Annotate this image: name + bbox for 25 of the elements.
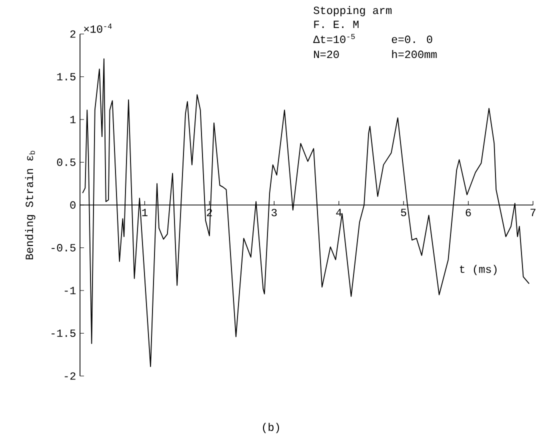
x-tick-label: 6 bbox=[466, 208, 471, 216]
y-tick-label: 0 bbox=[70, 201, 76, 209]
y-tick-label: 0.5 bbox=[57, 158, 76, 166]
y-tick-label: -0.5 bbox=[52, 244, 76, 252]
y-axis-title: Bending Strain ε$_{b}$ bbox=[25, 150, 36, 260]
x-axis-title: t (ms) bbox=[460, 264, 497, 276]
y-tick-label: 1.5 bbox=[57, 73, 76, 80]
annotation: e=0. 0 bbox=[392, 36, 432, 44]
y-tick-label: -1.5 bbox=[52, 330, 76, 337]
x-tick-label: 3 bbox=[272, 208, 277, 216]
y-tick-label: 1 bbox=[70, 116, 76, 124]
text: (b) bbox=[262, 422, 280, 434]
y-tick-label: -2 bbox=[64, 372, 76, 380]
text: F. E. M bbox=[314, 20, 359, 28]
text: ×10$^{-4}$ bbox=[84, 24, 112, 33]
y-tick-label: -1 bbox=[64, 286, 76, 294]
text: Stopping arm bbox=[314, 6, 392, 16]
x-tick-label: 4 bbox=[336, 208, 342, 216]
annotation: Δt=10$^{-5}$ bbox=[313, 34, 355, 44]
x-tick-label: 5 bbox=[400, 208, 406, 216]
y-tick-label: 2 bbox=[70, 30, 76, 38]
annotation: N=20 bbox=[314, 50, 339, 58]
x-tick-label: 1 bbox=[142, 208, 148, 216]
x-tick-label: 7 bbox=[530, 208, 536, 216]
annotation: h=200mm bbox=[392, 50, 437, 58]
